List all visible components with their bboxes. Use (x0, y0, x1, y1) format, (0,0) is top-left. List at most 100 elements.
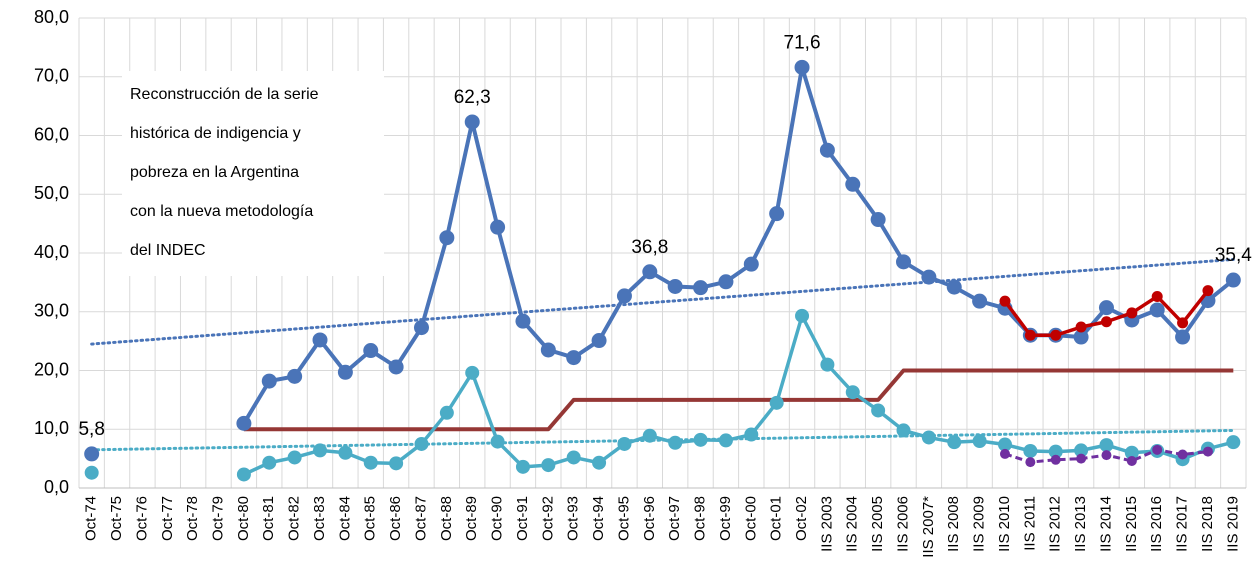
point (566, 350, 582, 366)
point (1124, 445, 1139, 460)
point (1050, 454, 1061, 465)
point (896, 254, 912, 270)
point (972, 293, 988, 309)
point (261, 373, 277, 389)
point (439, 405, 454, 420)
x-tick-label: Oct-78 (184, 496, 201, 541)
x-tick-label: Oct-80 (235, 496, 252, 541)
point (1099, 438, 1114, 453)
x-tick-label: Oct-01 (768, 496, 785, 541)
y-tick-label: 20,0 (34, 359, 69, 379)
annotation-text: histórica de indigencia y (130, 125, 301, 142)
x-tick-label: IIS 2013 (1072, 496, 1089, 552)
series-line (243, 368, 1234, 432)
point (413, 320, 429, 336)
point (262, 455, 277, 470)
x-tick-label: IIS 2015 (1123, 496, 1140, 552)
x-tick-label: IIS 2019 (1224, 496, 1241, 552)
point (642, 428, 657, 443)
annotation-text: Reconstrucción de la serie (130, 86, 319, 103)
x-tick-label: Oct-77 (159, 496, 176, 541)
point (313, 443, 328, 458)
point (515, 313, 531, 329)
point (921, 269, 937, 285)
x-tick-label: Oct-74 (83, 496, 100, 541)
point (794, 59, 810, 75)
annotation-box (122, 71, 384, 276)
x-tick-label: Oct-89 (463, 496, 480, 541)
x-tick-label: IIS 2018 (1199, 496, 1216, 552)
point (592, 455, 607, 470)
point (515, 459, 530, 474)
annotation-text: pobreza en la Argentina (130, 164, 299, 181)
point (921, 430, 936, 445)
y-tick-label: 50,0 (34, 183, 69, 203)
point (870, 212, 886, 228)
point (718, 274, 734, 290)
point (236, 467, 251, 482)
x-tick-label: Oct-98 (692, 496, 709, 541)
y-tick-label: 80,0 (34, 7, 69, 27)
annotation-text: del INDEC (130, 242, 206, 259)
annotation-text: con la nueva metodología (130, 203, 313, 220)
x-tick-label: Oct-93 (565, 496, 582, 541)
y-tick-label: 70,0 (34, 66, 69, 86)
point (1023, 443, 1038, 458)
point (769, 395, 784, 410)
x-tick-label: IIS 2009 (971, 496, 988, 552)
point (1073, 329, 1089, 345)
point (744, 427, 759, 442)
x-tick-label: Oct-81 (260, 496, 277, 541)
x-tick-label: Oct-99 (717, 496, 734, 541)
value-label: 36,8 (631, 237, 668, 258)
x-tick-label: IIS 2017 (1174, 496, 1191, 552)
y-tick-label: 40,0 (34, 242, 69, 262)
value-label: 35,4 (1215, 245, 1252, 266)
x-tick-label: Oct-86 (387, 496, 404, 541)
point (871, 403, 886, 418)
x-tick-label: IIS 2010 (996, 496, 1013, 552)
point (997, 437, 1012, 452)
y-tick-label: 30,0 (34, 301, 69, 321)
point (743, 256, 759, 272)
value-label: 71,6 (784, 32, 821, 53)
x-tick-label: IIS 2011 (1021, 496, 1038, 551)
x-tick-label: IIS 2012 (1047, 496, 1064, 552)
point (84, 446, 100, 462)
point (388, 359, 404, 375)
point (1024, 329, 1036, 341)
point (1202, 446, 1213, 457)
point (312, 332, 328, 348)
point (820, 357, 835, 372)
x-tick-label: IIS 2006 (894, 496, 911, 552)
point (1025, 457, 1036, 468)
point (819, 142, 835, 158)
point (1048, 444, 1063, 459)
x-tick-label: IIS 2014 (1097, 496, 1114, 552)
point (1202, 285, 1214, 297)
point (1075, 321, 1087, 333)
point (617, 436, 632, 451)
x-tick-label: IIS 2005 (869, 496, 886, 552)
point (1126, 307, 1138, 319)
x-tick-label: Oct-76 (133, 496, 150, 541)
point (668, 435, 683, 450)
y-tick-label: 10,0 (34, 418, 69, 438)
point (389, 456, 404, 471)
point (84, 465, 99, 480)
x-tick-label: Oct-83 (311, 496, 328, 541)
point (667, 278, 683, 294)
point (693, 280, 709, 296)
point (1177, 449, 1188, 460)
point (414, 436, 429, 451)
point (1074, 443, 1089, 458)
x-tick-label: IIS 2008 (945, 496, 962, 552)
point (1175, 329, 1191, 345)
point (541, 458, 556, 473)
x-tick-label: Oct-02 (793, 496, 810, 541)
point (591, 333, 607, 349)
point (1050, 329, 1062, 341)
point (718, 433, 733, 448)
x-tick-label: Oct-88 (438, 496, 455, 541)
x-tick-label: Oct-87 (412, 496, 429, 541)
